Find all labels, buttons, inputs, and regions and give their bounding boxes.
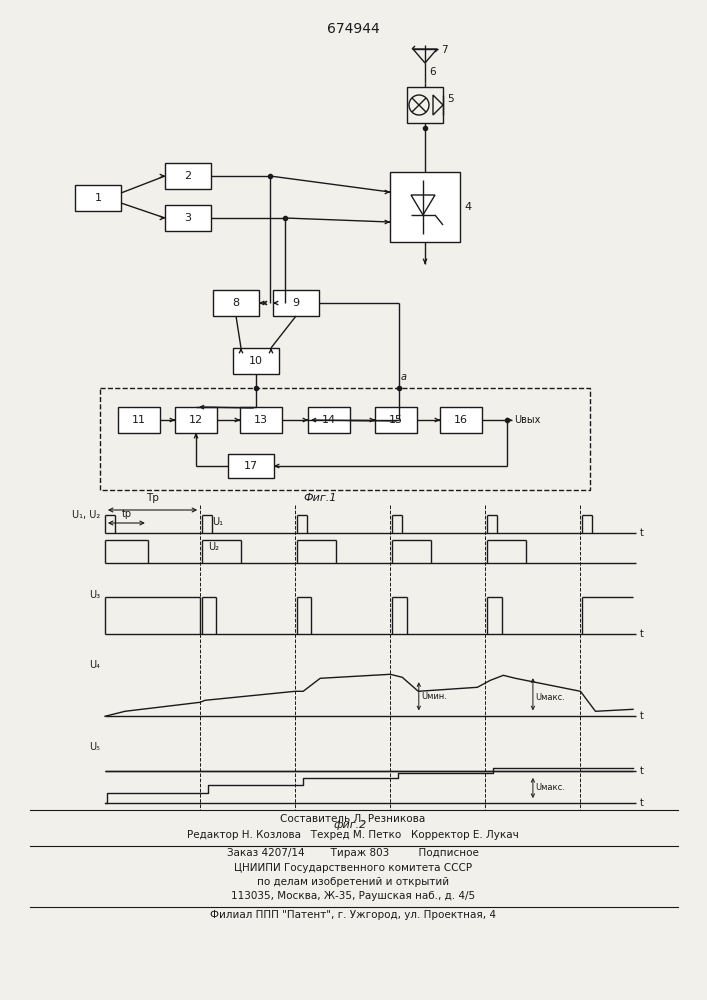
Text: t: t: [640, 711, 644, 721]
Text: Фиг.1: Фиг.1: [303, 493, 337, 503]
Bar: [165, 205, 211, 231]
Text: tр: tр: [122, 509, 132, 519]
Text: Uмакс.: Uмакс.: [535, 693, 565, 702]
Text: t: t: [640, 528, 644, 538]
Text: t: t: [640, 798, 644, 808]
Bar: [407, 87, 443, 123]
Text: 674944: 674944: [327, 22, 380, 36]
Text: Составитель Л. Резникова: Составитель Л. Резникова: [281, 814, 426, 824]
Text: U₅: U₅: [89, 742, 100, 752]
Text: U₄: U₄: [89, 660, 100, 670]
Text: 113035, Москва, Ж-35, Раушская наб., д. 4/5: 113035, Москва, Ж-35, Раушская наб., д. …: [231, 891, 475, 901]
Text: t: t: [640, 766, 644, 776]
Text: 3: 3: [185, 213, 192, 223]
Text: 5: 5: [447, 94, 454, 104]
Text: 10: 10: [249, 356, 263, 366]
Text: Tр: Tр: [146, 493, 159, 503]
Bar: [213, 290, 259, 316]
Text: Заказ 4207/14        Тираж 803         Подписное: Заказ 4207/14 Тираж 803 Подписное: [227, 848, 479, 858]
Text: 9: 9: [293, 298, 300, 308]
Text: 12: 12: [189, 415, 203, 425]
Text: U₁, U₂: U₁, U₂: [71, 510, 100, 520]
Text: U₃: U₃: [89, 590, 100, 600]
Bar: [308, 407, 350, 433]
Bar: [440, 407, 482, 433]
Text: 4: 4: [464, 202, 471, 212]
Text: 7: 7: [441, 45, 448, 55]
Bar: [240, 407, 282, 433]
Text: 14: 14: [322, 415, 336, 425]
Text: ЦНИИПИ Государственного комитета СССР: ЦНИИПИ Государственного комитета СССР: [234, 863, 472, 873]
Text: Редактор Н. Козлова   Техред М. Петко   Корректор Е. Лукач: Редактор Н. Козлова Техред М. Петко Корр…: [187, 830, 519, 840]
Bar: [75, 185, 121, 211]
Text: Uмакс.: Uмакс.: [535, 784, 565, 792]
Bar: [273, 290, 319, 316]
Text: 13: 13: [254, 415, 268, 425]
Text: 11: 11: [132, 415, 146, 425]
Bar: [118, 407, 160, 433]
Text: Uвых: Uвых: [514, 415, 540, 425]
Bar: [233, 348, 279, 374]
Text: 8: 8: [233, 298, 240, 308]
Text: U₂: U₂: [208, 542, 219, 552]
Text: по делам изобретений и открытий: по делам изобретений и открытий: [257, 877, 449, 887]
Bar: [100, 388, 590, 490]
Text: фиг.2: фиг.2: [334, 820, 367, 830]
Text: t: t: [640, 629, 644, 639]
Text: 2: 2: [185, 171, 192, 181]
Bar: [175, 407, 217, 433]
Text: Филиал ППП "Патент", г. Ужгород, ул. Проектная, 4: Филиал ППП "Патент", г. Ужгород, ул. Про…: [210, 910, 496, 920]
Bar: [375, 407, 417, 433]
Text: Uмин.: Uмин.: [421, 692, 447, 701]
Text: 6: 6: [429, 67, 436, 77]
Text: 16: 16: [454, 415, 468, 425]
Text: а: а: [401, 372, 407, 382]
Bar: [390, 172, 460, 242]
Bar: [228, 454, 274, 478]
Text: 1: 1: [95, 193, 102, 203]
Text: U₁: U₁: [213, 517, 223, 527]
Text: 17: 17: [244, 461, 258, 471]
Bar: [165, 163, 211, 189]
Text: 15: 15: [389, 415, 403, 425]
